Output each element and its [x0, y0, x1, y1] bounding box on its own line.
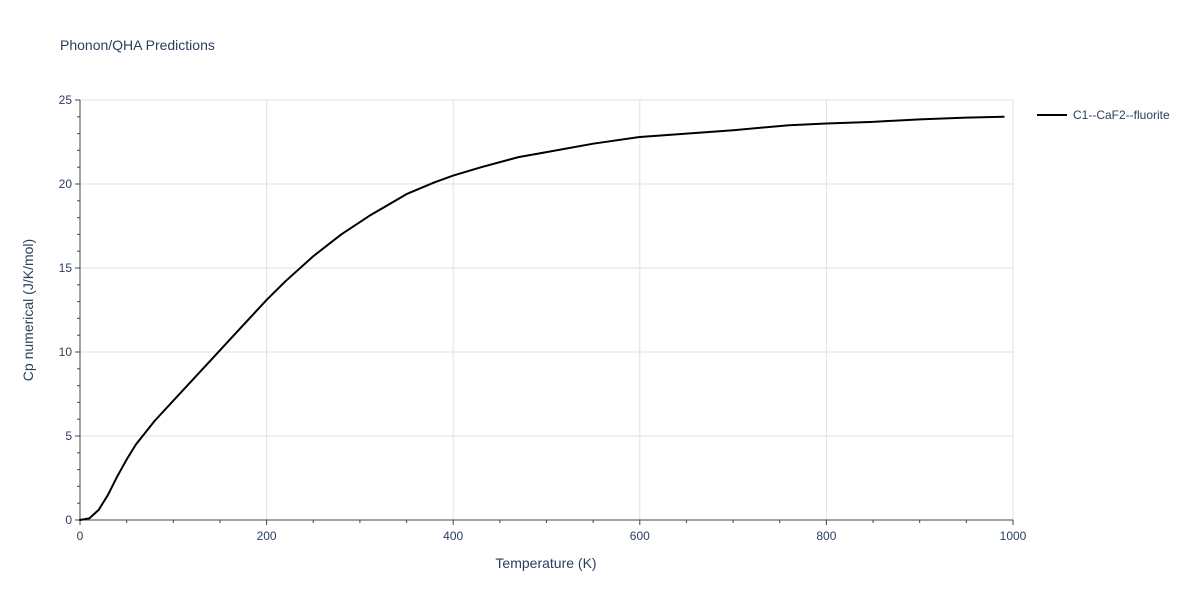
legend[interactable]: C1--CaF2--fluorite	[1037, 108, 1170, 122]
axes: 0 200 400 600 800 1000 0 5 10 15 20 25	[59, 93, 1027, 543]
x-tick-label: 200	[257, 529, 277, 543]
x-tick-label: 1000	[1000, 529, 1027, 543]
y-tick-label: 10	[59, 345, 73, 359]
grid	[80, 99, 1014, 520]
legend-label: C1--CaF2--fluorite	[1073, 108, 1170, 122]
x-tick-label: 600	[630, 529, 650, 543]
y-tick-label: 20	[59, 177, 73, 191]
x-tick-label: 800	[816, 529, 836, 543]
y-tick-label: 15	[59, 261, 73, 275]
x-tick-label: 400	[443, 529, 463, 543]
y-axis-title: Cp numerical (J/K/mol)	[20, 239, 36, 381]
x-axis-title: Temperature (K)	[495, 555, 596, 571]
y-tick-label: 5	[65, 429, 72, 443]
y-tick-label: 0	[65, 513, 72, 527]
y-tick-label: 25	[59, 93, 73, 107]
chart-title: Phonon/QHA Predictions	[60, 37, 215, 53]
x-tick-label: 0	[77, 529, 84, 543]
series-line	[79, 115, 1005, 521]
series	[79, 115, 1005, 521]
